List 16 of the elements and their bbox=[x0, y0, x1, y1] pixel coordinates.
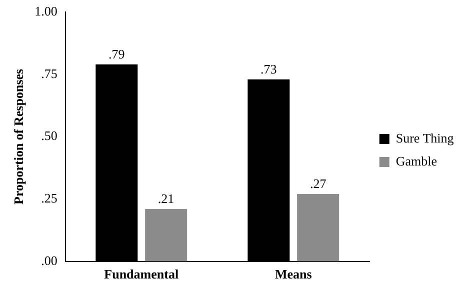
data-label: .21 bbox=[158, 190, 174, 206]
data-label: .79 bbox=[108, 46, 125, 62]
legend-label: Gamble bbox=[396, 153, 438, 168]
data-label: .27 bbox=[310, 176, 327, 191]
y-tick-label: .25 bbox=[41, 190, 58, 206]
y-tick-label: .00 bbox=[41, 252, 58, 268]
y-axis-title: Proportion of Responses bbox=[11, 68, 26, 204]
bar bbox=[297, 194, 340, 262]
y-tick-label: 1.00 bbox=[34, 3, 58, 18]
bar bbox=[145, 209, 188, 262]
y-tick-label: .75 bbox=[41, 66, 58, 81]
legend-label: Sure Thing bbox=[396, 130, 454, 146]
y-tick-label: .50 bbox=[41, 128, 58, 144]
x-tick-label: Means bbox=[274, 266, 312, 282]
data-label: .73 bbox=[260, 61, 277, 76]
x-tick-label: Fundamental bbox=[104, 266, 179, 282]
